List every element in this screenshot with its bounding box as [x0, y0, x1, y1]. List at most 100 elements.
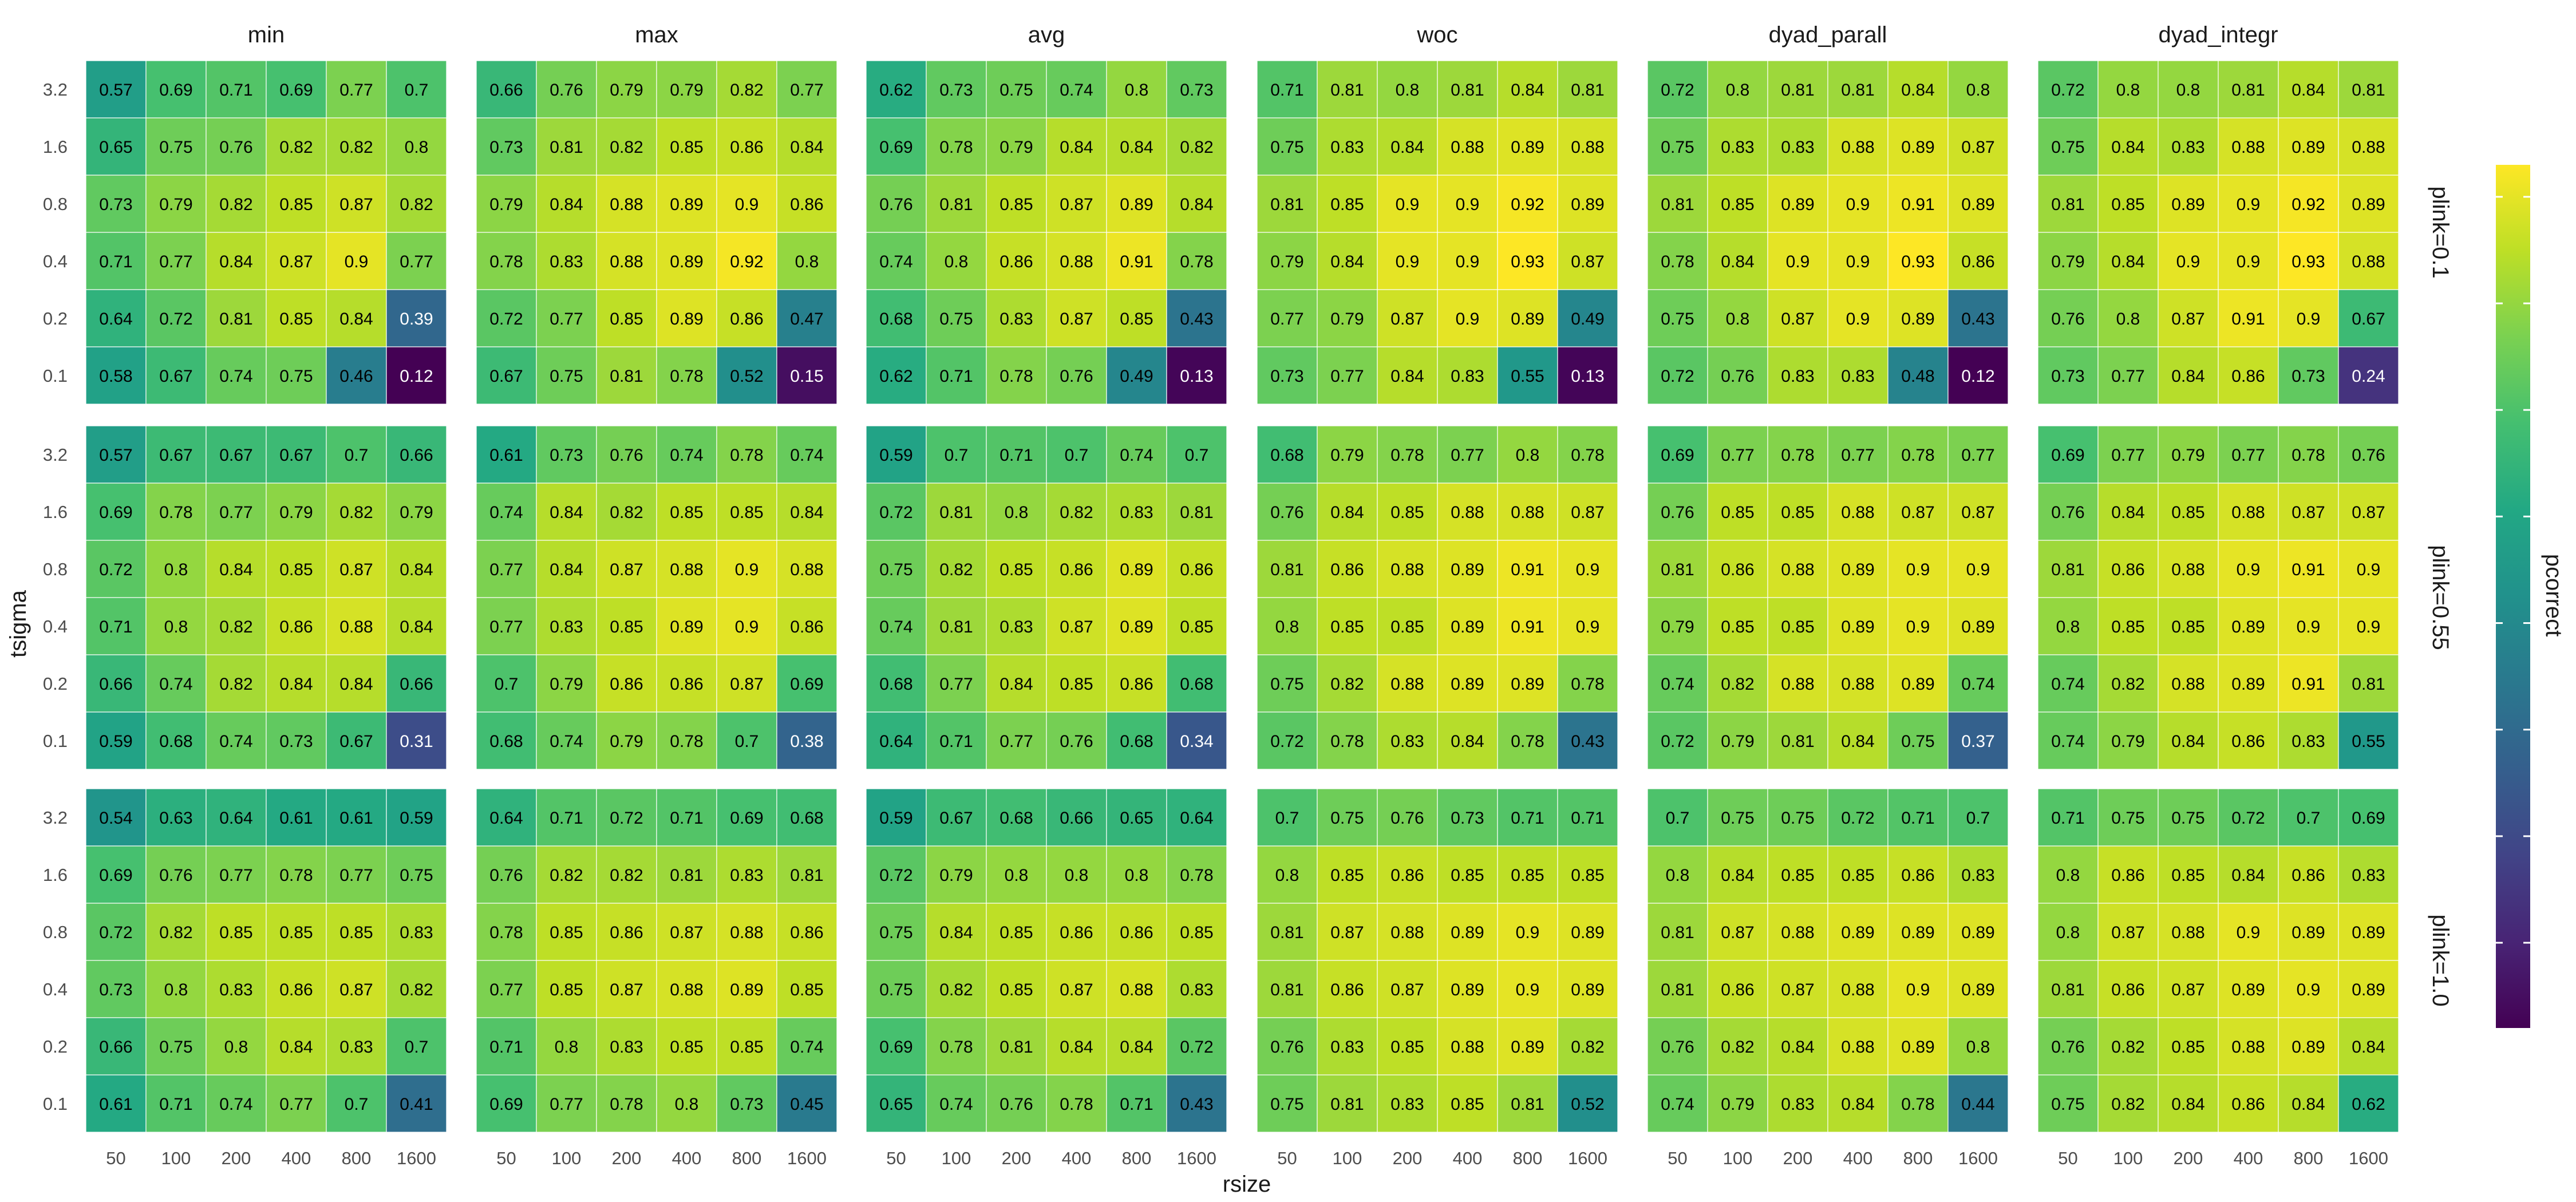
heatmap-cell — [266, 960, 327, 1018]
cell-value-label: 0.85 — [2171, 618, 2204, 636]
cell-value-label: 0.86 — [730, 138, 763, 157]
cell-value-label: 0.9 — [1516, 923, 1540, 942]
cell-value-label: 0.91 — [2231, 310, 2265, 329]
heatmap-cell — [2158, 425, 2219, 484]
heatmap-cell — [1106, 289, 1167, 347]
heatmap-cell — [1166, 483, 1227, 541]
heatmap-cell — [1166, 960, 1227, 1018]
cell-value-label: 0.89 — [1571, 980, 1604, 999]
heatmap-cell — [536, 289, 597, 347]
facet-column-title: dyad_parall — [1769, 22, 1887, 48]
cell-value-label: 0.85 — [1721, 618, 1754, 636]
cell-value-label: 0.84 — [219, 560, 252, 579]
cell-value-label: 0.78 — [670, 367, 703, 386]
heatmap-cell — [206, 289, 267, 347]
cell-value-label: 0.8 — [2116, 310, 2140, 329]
cell-value-label: 0.69 — [1661, 446, 1694, 465]
cell-value-label: 0.76 — [2051, 503, 2084, 522]
heatmap-panel: 0.72 0.8 0.81 0.81 0.84 0.8 0.75 0.83 0.83 0.88 0.… — [1647, 60, 2009, 405]
cell-value-label: 0.81 — [1270, 923, 1303, 942]
heatmap-cell — [1497, 540, 1558, 598]
cell-value-label: 0.79 — [2171, 446, 2204, 465]
cell-value-label: 0.81 — [790, 866, 823, 885]
heatmap-cell — [2158, 1017, 2219, 1076]
heatmap-cell — [1377, 654, 1438, 713]
cell-value-label: 0.88 — [1451, 1038, 1484, 1057]
cell-value-label: 0.88 — [790, 560, 823, 579]
heatmap-cell — [2158, 788, 2219, 847]
facet-row-title: plink=1.0 — [2428, 914, 2453, 1006]
heatmap-cell — [1887, 232, 1949, 290]
heatmap-cell — [1377, 597, 1438, 655]
cell-value-label: 0.74 — [489, 503, 523, 522]
x-tick-label: 200 — [2174, 1148, 2203, 1168]
heatmap-cell — [1887, 60, 1949, 118]
cell-value-label: 0.78 — [1781, 446, 1814, 465]
heatmap-cell — [2278, 1017, 2339, 1076]
heatmap-cell — [986, 960, 1047, 1018]
cell-value-label: 0.67 — [159, 367, 192, 386]
heatmap-cell — [85, 175, 147, 233]
cell-value-label: 0.71 — [1270, 81, 1303, 100]
cell-value-label: 0.77 — [489, 980, 523, 999]
cell-value-label: 0.77 — [1721, 446, 1754, 465]
heatmap-cell — [1647, 60, 1708, 118]
heatmap-cell — [1827, 117, 1888, 176]
heatmap-cell — [1257, 903, 1318, 961]
cell-value-label: 0.41 — [400, 1095, 433, 1114]
cell-value-label: 0.89 — [1511, 138, 1544, 157]
heatmap-cell — [866, 845, 927, 904]
cell-value-label: 0.87 — [2171, 310, 2204, 329]
cell-value-label: 0.9 — [1456, 252, 1480, 271]
heatmap-cell — [386, 117, 447, 176]
heatmap-cell — [536, 232, 597, 290]
heatmap-panel: 0.71 0.81 0.8 0.81 0.84 0.81 0.75 0.83 0.84 0.88 0… — [1257, 60, 1618, 405]
cell-value-label: 0.89 — [2352, 195, 2385, 214]
heatmap-cell — [85, 60, 147, 118]
cell-value-label: 0.71 — [99, 618, 132, 636]
cell-value-label: 0.7 — [345, 446, 369, 465]
cell-value-label: 0.76 — [2051, 1038, 2084, 1057]
heatmap-cell — [2218, 903, 2279, 961]
heatmap-cell — [1557, 788, 1618, 847]
cell-value-label: 0.74 — [2051, 675, 2084, 694]
cell-value-label: 0.72 — [2231, 809, 2265, 828]
heatmap-cell — [776, 289, 837, 347]
heatmap-panel: 0.64 0.71 0.72 0.71 0.69 0.68 0.76 0.82 0.82 0.81… — [476, 788, 837, 1133]
cell-value-label: 0.89 — [1451, 675, 1484, 694]
heatmap-cell — [1707, 960, 1768, 1018]
cell-value-label: 0.93 — [2291, 252, 2325, 271]
cell-value-label: 0.78 — [2291, 446, 2325, 465]
cell-value-label: 0.81 — [1180, 503, 1213, 522]
cell-value-label: 0.85 — [2171, 866, 2204, 885]
cell-value-label: 0.89 — [1451, 560, 1484, 579]
heatmap-cell — [1767, 346, 1828, 405]
cell-value-label: 0.84 — [279, 1038, 313, 1057]
heatmap-cell — [1647, 540, 1708, 598]
x-tick-label: 100 — [2113, 1148, 2143, 1168]
cell-value-label: 0.7 — [405, 1038, 429, 1057]
cell-value-label: 0.43 — [1180, 310, 1213, 329]
cell-value-label: 0.89 — [2231, 618, 2265, 636]
cell-value-label: 0.8 — [2116, 81, 2140, 100]
heatmap-cell — [776, 788, 837, 847]
heatmap-cell — [145, 175, 207, 233]
cell-value-label: 0.69 — [99, 503, 132, 522]
cell-value-label: 0.81 — [2352, 81, 2385, 100]
cell-value-label: 0.88 — [1060, 252, 1093, 271]
heatmap-cell — [596, 60, 657, 118]
heatmap-cell — [2037, 232, 2099, 290]
heatmap-cell — [476, 711, 537, 770]
heatmap-cell — [85, 1017, 147, 1076]
heatmap-cell — [1767, 175, 1828, 233]
heatmap-cell — [1497, 903, 1558, 961]
cell-value-label: 0.69 — [879, 138, 912, 157]
heatmap-panel: 0.68 0.79 0.78 0.77 0.8 0.78 0.76 0.84 0.85 0.88 0… — [1257, 425, 1618, 770]
heatmap-cell — [2097, 60, 2159, 118]
heatmap-cell — [536, 346, 597, 405]
heatmap-cell — [866, 425, 927, 484]
heatmap-cell — [145, 117, 207, 176]
heatmap-cell — [716, 960, 777, 1018]
heatmap-cell — [1166, 232, 1227, 290]
cell-value-label: 0.59 — [400, 809, 433, 828]
